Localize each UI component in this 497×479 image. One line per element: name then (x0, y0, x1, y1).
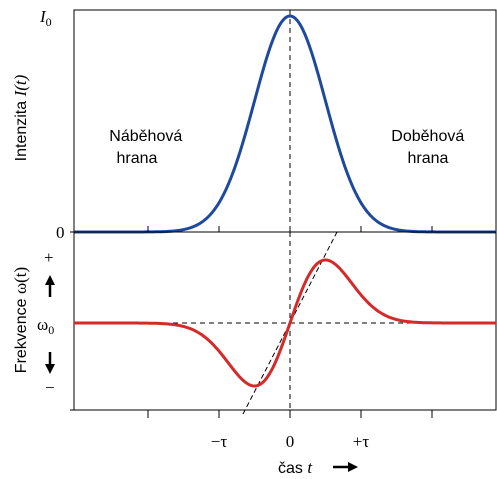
x-axis-label: čas t (278, 458, 313, 477)
intensity-curve (74, 14, 496, 234)
right-arrow-icon (333, 462, 358, 472)
intensity-y-axis-label: Intenzita I(t) (11, 74, 30, 161)
intensity-x-ticks (147, 226, 433, 232)
y-tick-zero-top: 0 (56, 223, 65, 242)
y-tick-I0: I0 (39, 7, 52, 29)
frequency-x-ticks (70, 231, 433, 418)
y-tick-omega0: ω0 (37, 315, 54, 337)
up-arrow-icon (45, 275, 55, 297)
svg-text:Intenzita I(t): Intenzita I(t) (11, 74, 30, 161)
intensity-panel-frame (73, 9, 497, 233)
svg-text:Frekvence ω(t): Frekvence ω(t) (11, 267, 30, 373)
down-arrow-icon (45, 352, 55, 374)
frequency-y-axis-label: Frekvence ω(t) (11, 267, 30, 373)
x-tick-zero: 0 (286, 432, 295, 451)
frequency-curve (74, 258, 496, 388)
y-tick-minus: − (45, 378, 55, 397)
leading-edge-label: Náběhová hrana (109, 128, 186, 167)
x-tick-minus-tau: −τ (211, 432, 228, 451)
frequency-panel-frame (73, 231, 497, 411)
trailing-edge-label: Doběhová hrana (391, 128, 468, 167)
frequency-panel: + ω0 − Frekvence ω(t) −τ 0 +τ čas t (11, 231, 497, 477)
x-tick-plus-tau: +τ (353, 432, 370, 451)
y-tick-plus: + (44, 248, 54, 267)
intensity-panel: I0 0 Intenzita I(t) Náběhová hrana Doběh… (11, 7, 497, 242)
